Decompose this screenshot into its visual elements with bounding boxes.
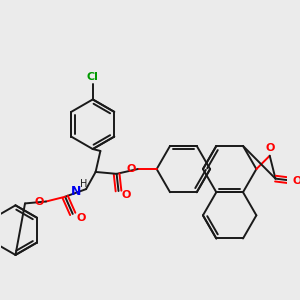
Text: O: O [122, 190, 131, 200]
Text: N: N [71, 185, 82, 199]
Text: Cl: Cl [87, 71, 99, 82]
Text: O: O [76, 213, 86, 223]
Text: O: O [126, 164, 136, 174]
Text: H: H [80, 179, 87, 189]
Text: O: O [293, 176, 300, 185]
Text: O: O [34, 197, 44, 208]
Text: O: O [266, 143, 275, 153]
